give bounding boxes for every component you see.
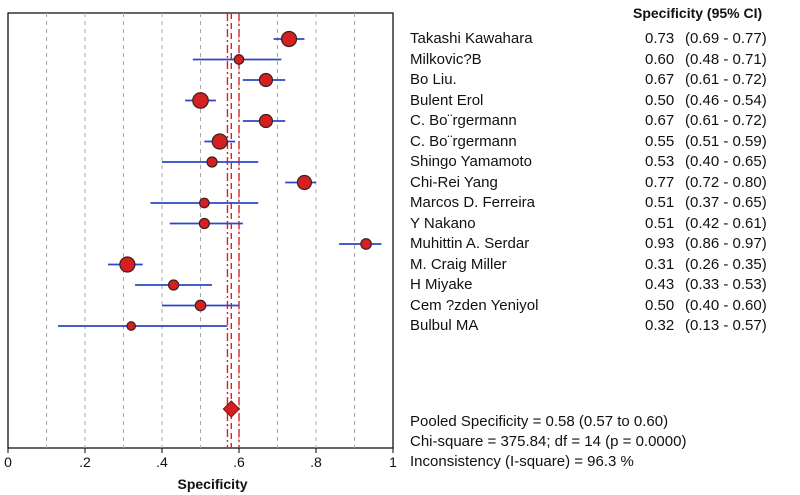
study-value: 0.60 — [645, 50, 675, 68]
study-value: 0.51 — [645, 194, 675, 211]
study-point — [296, 174, 313, 191]
x-axis-label: Specificity — [177, 476, 247, 492]
study-point — [360, 238, 372, 250]
study-name: C. Bo¨rgermann — [410, 112, 517, 129]
study-ci: (0.33 - 0.53) — [685, 276, 767, 293]
study-point — [258, 113, 274, 129]
study-point — [198, 217, 210, 230]
study-name: Bulbul MA — [410, 317, 479, 334]
pooled-specificity-text: Pooled Specificity = 0.58 (0.57 to 0.60) — [410, 413, 669, 430]
study-ci: (0.69 - 0.77) — [685, 30, 767, 47]
study-name: Bo Liu. — [410, 71, 457, 88]
study-point — [233, 54, 245, 65]
study-name: Cem ?zden Yeniyol — [410, 296, 539, 314]
study-value: 0.31 — [645, 255, 675, 273]
study-name: Bulent Erol — [410, 91, 484, 109]
study-point — [126, 321, 137, 331]
pooled-diamond — [222, 400, 241, 418]
study-point — [119, 256, 136, 273]
study-ci: (0.26 - 0.35) — [685, 255, 767, 273]
study-point — [280, 30, 298, 48]
study-ci: (0.72 - 0.80) — [685, 173, 767, 191]
study-point — [194, 299, 207, 312]
study-value: 0.67 — [645, 112, 675, 129]
study-point — [206, 156, 218, 168]
study-point — [211, 133, 228, 150]
study-point — [167, 279, 180, 291]
study-name: Milkovic?B — [410, 50, 482, 68]
study-value: 0.50 — [645, 296, 675, 314]
study-ci: (0.61 - 0.72) — [685, 112, 767, 129]
study-value: 0.93 — [645, 235, 675, 252]
x-tick-label: .6 — [233, 454, 245, 470]
study-name: Muhittin A. Serdar — [410, 235, 530, 252]
column-header: Specificity (95% CI) — [633, 5, 763, 21]
study-name: M. Craig Miller — [410, 255, 507, 273]
inconsistency-text: Inconsistency (I-square) = 96.3 % — [410, 453, 634, 470]
study-value: 0.51 — [645, 214, 675, 232]
study-value: 0.43 — [645, 276, 675, 293]
study-value: 0.53 — [645, 153, 675, 170]
study-name: Y Nakano — [410, 214, 476, 232]
study-ci: (0.48 - 0.71) — [685, 50, 767, 68]
study-ci: (0.40 - 0.65) — [685, 153, 767, 170]
x-tick-label: 0 — [4, 454, 12, 470]
study-point — [258, 72, 274, 88]
study-name: Chi-Rei Yang — [410, 173, 498, 191]
study-ci: (0.37 - 0.65) — [685, 194, 767, 211]
study-point — [192, 92, 209, 109]
study-name: Marcos D. Ferreira — [410, 194, 536, 211]
study-name: Shingo Yamamoto — [410, 153, 533, 170]
study-value: 0.55 — [645, 132, 675, 150]
study-ci: (0.61 - 0.72) — [685, 71, 767, 88]
chi-square-text: Chi-square = 375.84; df = 14 (p = 0.0000… — [410, 433, 687, 450]
study-ci: (0.13 - 0.57) — [685, 317, 767, 334]
x-tick-label: .2 — [79, 454, 91, 470]
study-value: 0.73 — [645, 30, 675, 47]
study-ci: (0.46 - 0.54) — [685, 91, 767, 109]
study-ci: (0.40 - 0.60) — [685, 296, 767, 314]
study-name: C. Bo¨rgermann — [410, 132, 517, 150]
study-ci: (0.86 - 0.97) — [685, 235, 767, 252]
study-value: 0.67 — [645, 71, 675, 88]
study-ci: (0.42 - 0.61) — [685, 214, 767, 232]
study-value: 0.50 — [645, 91, 675, 109]
study-name: Takashi Kawahara — [410, 30, 533, 47]
study-ci: (0.51 - 0.59) — [685, 132, 767, 150]
x-tick-label: .8 — [310, 454, 322, 470]
study-name: H Miyake — [410, 276, 473, 293]
x-tick-label: 1 — [389, 454, 397, 470]
study-value: 0.32 — [645, 317, 675, 334]
x-tick-label: .4 — [156, 454, 168, 470]
study-value: 0.77 — [645, 173, 675, 191]
study-point — [199, 197, 210, 209]
